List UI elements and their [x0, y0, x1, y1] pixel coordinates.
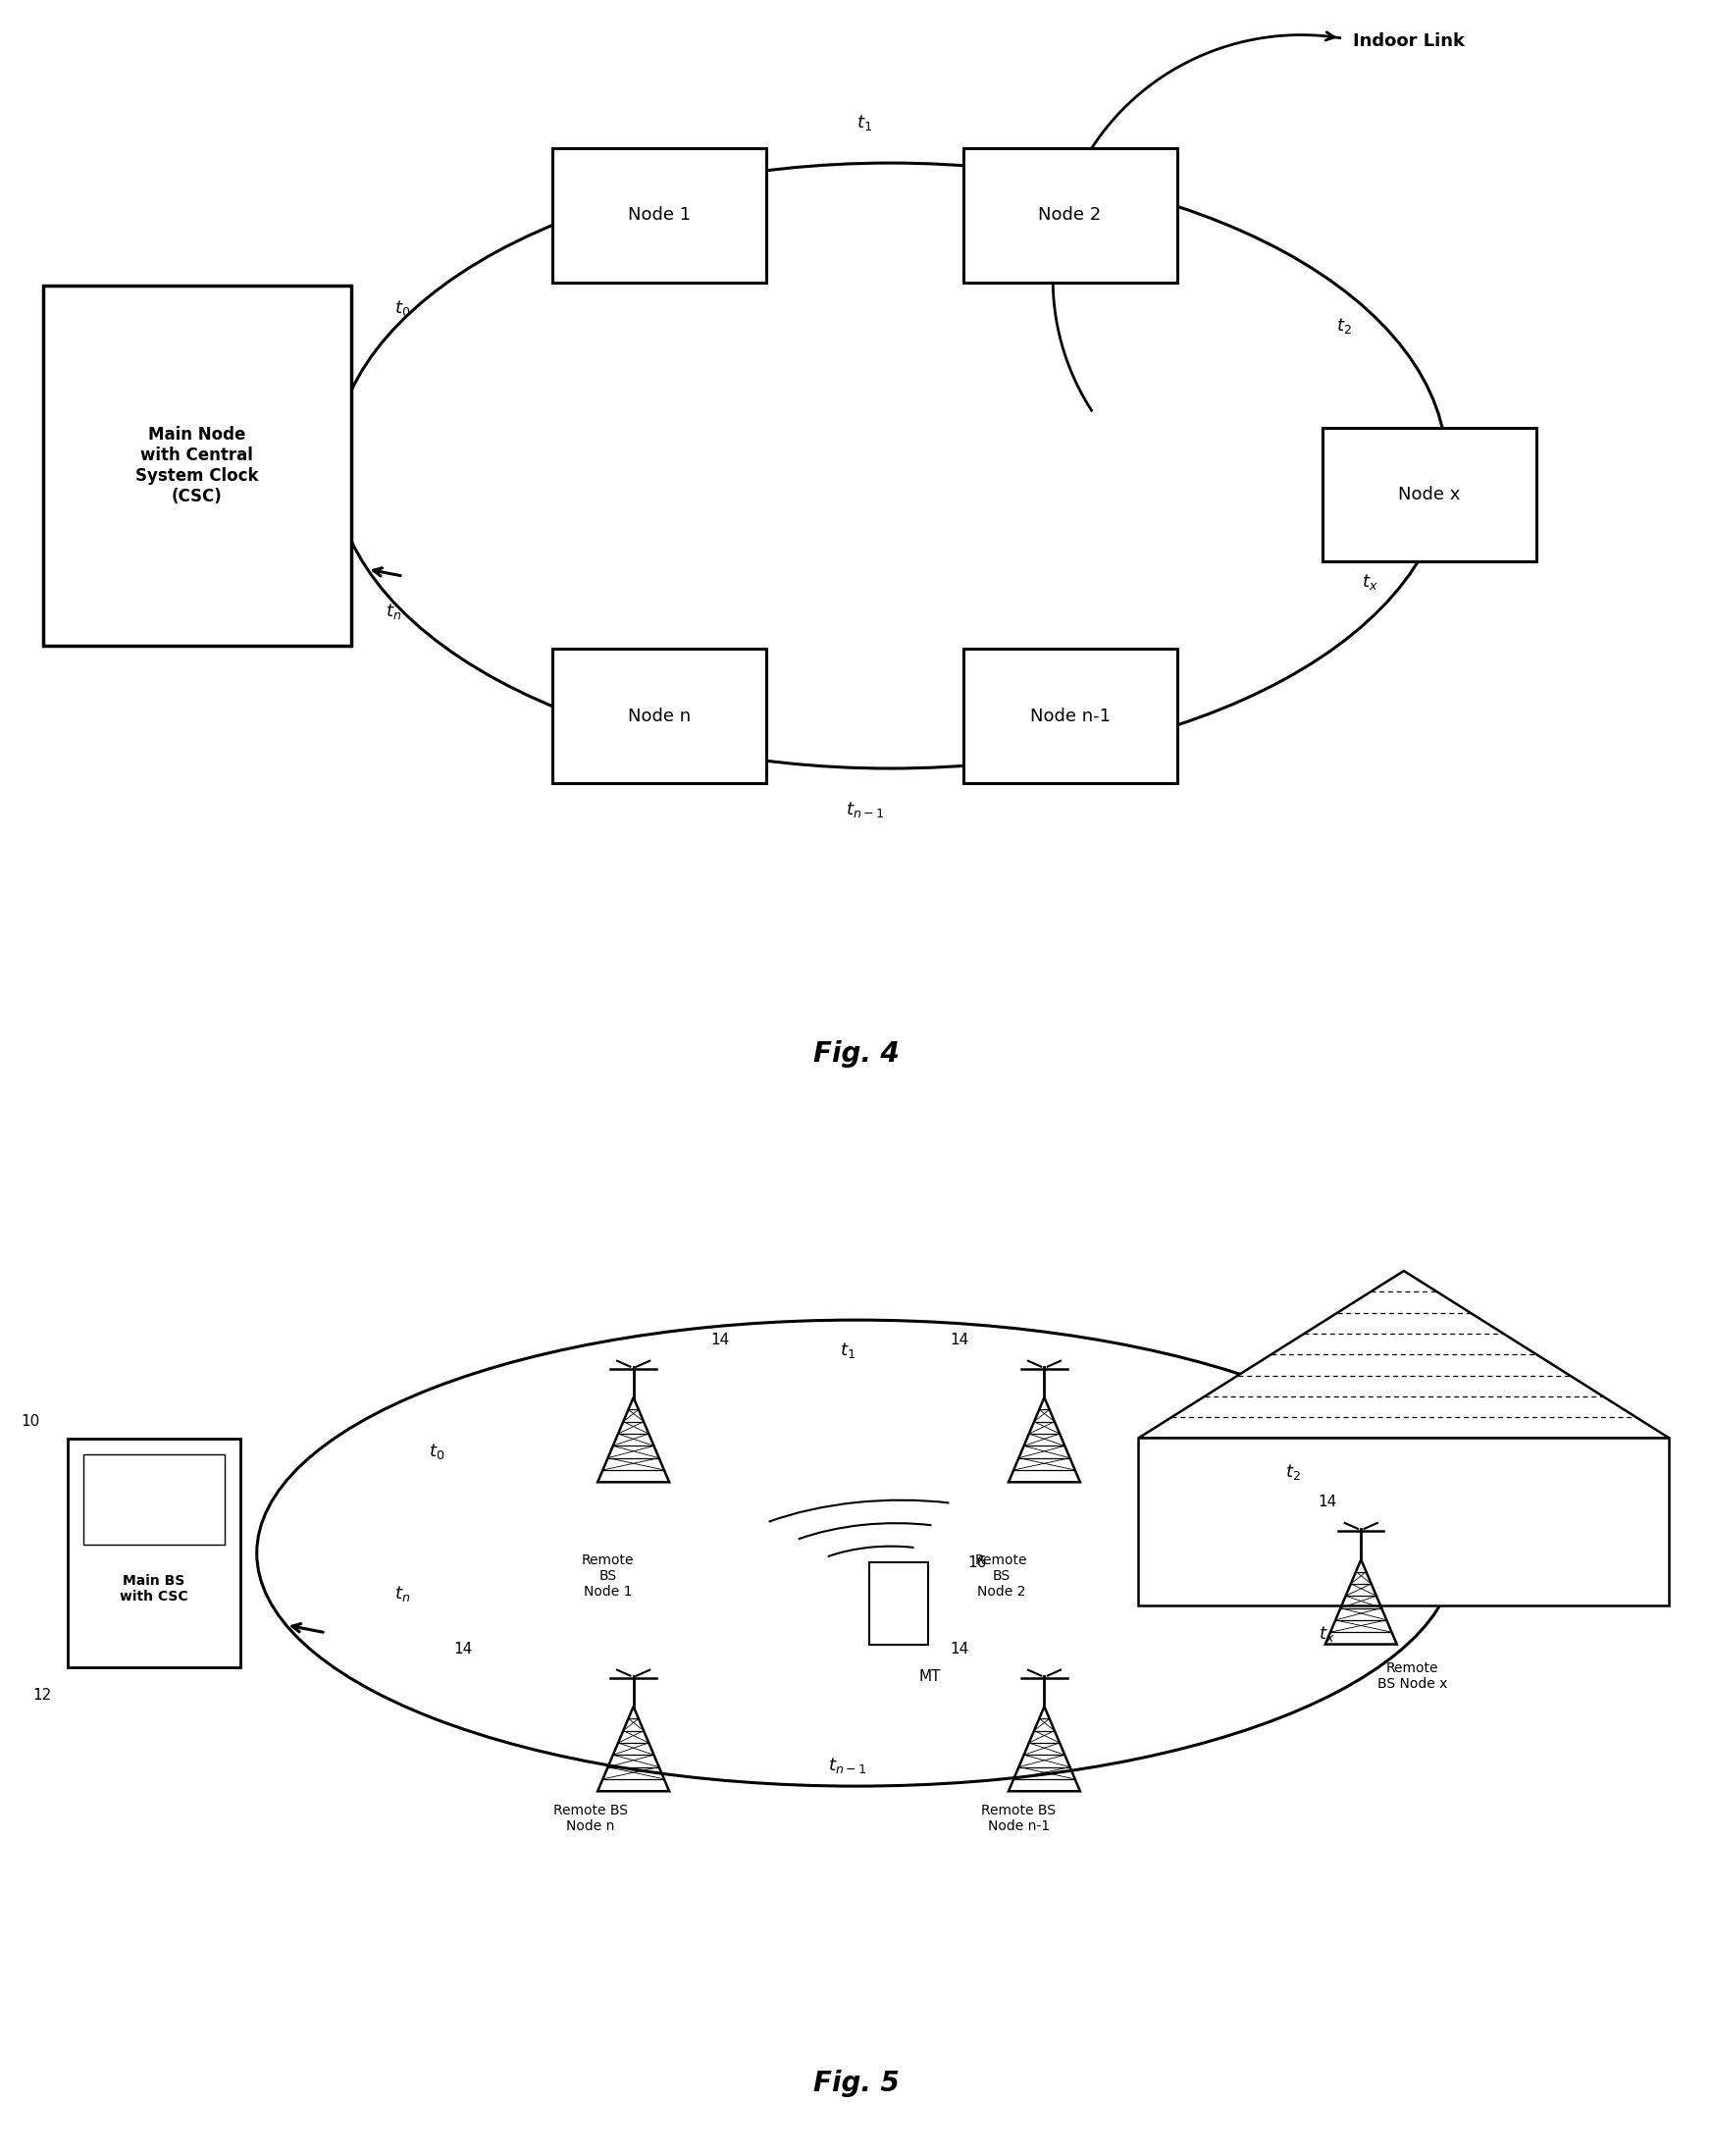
- Text: Indoor Link: Indoor Link: [1352, 32, 1464, 50]
- Text: 14: 14: [950, 1643, 969, 1656]
- Text: $t_2$: $t_2$: [1335, 317, 1352, 336]
- Text: Node 1: Node 1: [628, 207, 690, 224]
- FancyBboxPatch shape: [870, 1563, 928, 1645]
- Text: Fig. 4: Fig. 4: [813, 1039, 899, 1067]
- Text: $t_{n-1}$: $t_{n-1}$: [829, 1755, 866, 1777]
- Text: Node n-1: Node n-1: [1031, 707, 1109, 724]
- Text: $t_{n-1}$: $t_{n-1}$: [846, 800, 883, 819]
- Text: Fig. 5: Fig. 5: [813, 2070, 899, 2098]
- FancyBboxPatch shape: [43, 285, 351, 647]
- Text: $t_1$: $t_1$: [839, 1341, 856, 1360]
- Text: $t_0$: $t_0$: [394, 300, 411, 319]
- Text: Node x: Node x: [1399, 485, 1460, 505]
- Text: 14: 14: [1318, 1494, 1337, 1509]
- Text: 12: 12: [33, 1688, 51, 1703]
- Text: $t_n$: $t_n$: [394, 1585, 411, 1604]
- FancyBboxPatch shape: [962, 649, 1178, 783]
- Text: 10: 10: [21, 1414, 39, 1429]
- Text: 14: 14: [950, 1332, 969, 1348]
- Text: $t_2$: $t_2$: [1284, 1462, 1301, 1481]
- Text: $t_n$: $t_n$: [385, 602, 402, 621]
- FancyBboxPatch shape: [82, 1455, 224, 1546]
- Text: Node n: Node n: [628, 707, 690, 724]
- Text: Main BS
with CSC: Main BS with CSC: [120, 1574, 188, 1604]
- Text: 14: 14: [454, 1643, 473, 1656]
- Text: Node 2: Node 2: [1039, 207, 1101, 224]
- Text: $t_x$: $t_x$: [1318, 1623, 1335, 1645]
- FancyBboxPatch shape: [962, 149, 1178, 282]
- Text: Remote
BS Node x: Remote BS Node x: [1378, 1662, 1447, 1690]
- FancyBboxPatch shape: [551, 149, 767, 282]
- Text: $t_1$: $t_1$: [856, 112, 873, 132]
- FancyBboxPatch shape: [1138, 1438, 1669, 1606]
- FancyBboxPatch shape: [551, 649, 767, 783]
- Text: Remote
BS
Node 1: Remote BS Node 1: [582, 1552, 633, 1598]
- Text: $t_0$: $t_0$: [428, 1442, 445, 1462]
- Text: 16: 16: [967, 1557, 986, 1570]
- Text: 14: 14: [710, 1332, 729, 1348]
- FancyBboxPatch shape: [1322, 427, 1537, 563]
- Text: Remote BS
Node n: Remote BS Node n: [553, 1802, 628, 1833]
- Text: Main Node
with Central
System Clock
(CSC): Main Node with Central System Clock (CSC…: [135, 427, 259, 505]
- Text: $t_x$: $t_x$: [1361, 571, 1378, 593]
- Text: MT: MT: [919, 1669, 940, 1684]
- FancyBboxPatch shape: [67, 1438, 240, 1667]
- Text: Remote BS
Node n-1: Remote BS Node n-1: [981, 1802, 1056, 1833]
- Polygon shape: [1138, 1270, 1669, 1438]
- Text: Remote
BS
Node 2: Remote BS Node 2: [976, 1552, 1027, 1598]
